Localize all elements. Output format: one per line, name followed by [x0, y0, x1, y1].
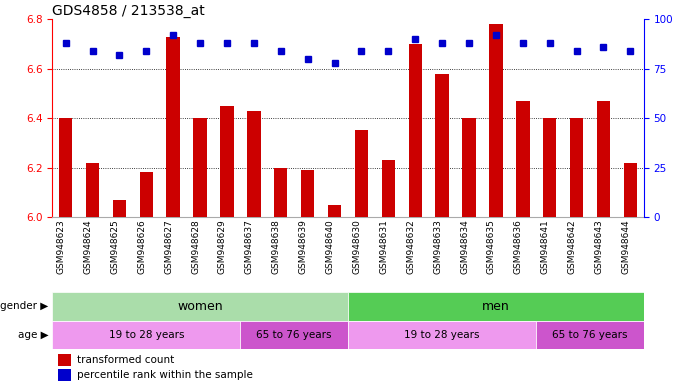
Text: GSM948642: GSM948642: [567, 219, 576, 274]
Bar: [570, 118, 583, 217]
Bar: [240, 321, 348, 349]
Text: GSM948637: GSM948637: [245, 219, 254, 274]
Text: gender ▶: gender ▶: [1, 301, 49, 311]
Text: GSM948640: GSM948640: [326, 219, 335, 274]
Text: GSM948643: GSM948643: [594, 219, 603, 274]
Text: GSM948641: GSM948641: [541, 219, 550, 274]
Text: GSM948627: GSM948627: [164, 219, 173, 274]
Text: GDS4858 / 213538_at: GDS4858 / 213538_at: [52, 4, 205, 18]
Bar: [381, 160, 395, 217]
Text: GSM948644: GSM948644: [622, 219, 631, 274]
Text: GSM948623: GSM948623: [56, 219, 65, 274]
Text: GSM948639: GSM948639: [299, 219, 308, 274]
Bar: [348, 292, 644, 321]
Bar: [409, 44, 422, 217]
Text: GSM948628: GSM948628: [191, 219, 200, 274]
Bar: [113, 200, 126, 217]
Bar: [59, 118, 72, 217]
Bar: [140, 172, 153, 217]
Bar: [436, 74, 449, 217]
Text: GSM948625: GSM948625: [111, 219, 120, 274]
Bar: [516, 101, 530, 217]
Bar: [166, 36, 180, 217]
Text: transformed count: transformed count: [77, 355, 174, 365]
Text: 65 to 76 years: 65 to 76 years: [256, 330, 332, 340]
Text: GSM948636: GSM948636: [514, 219, 523, 274]
Bar: [52, 292, 348, 321]
Text: GSM948633: GSM948633: [433, 219, 442, 274]
Bar: [489, 24, 503, 217]
Text: GSM948632: GSM948632: [406, 219, 416, 274]
Text: 65 to 76 years: 65 to 76 years: [552, 330, 628, 340]
Text: GSM948635: GSM948635: [487, 219, 496, 274]
Text: GSM948626: GSM948626: [137, 219, 146, 274]
Bar: [301, 170, 315, 217]
Text: age ▶: age ▶: [18, 330, 49, 340]
Bar: [220, 106, 234, 217]
Bar: [355, 131, 368, 217]
Text: men: men: [482, 300, 509, 313]
Text: 19 to 28 years: 19 to 28 years: [404, 330, 480, 340]
Text: percentile rank within the sample: percentile rank within the sample: [77, 370, 253, 380]
Bar: [86, 162, 100, 217]
Bar: [348, 321, 536, 349]
Text: GSM948634: GSM948634: [460, 219, 469, 274]
Bar: [624, 162, 637, 217]
Bar: [462, 118, 476, 217]
Text: GSM948630: GSM948630: [352, 219, 361, 274]
Text: 19 to 28 years: 19 to 28 years: [109, 330, 184, 340]
Text: GSM948631: GSM948631: [379, 219, 388, 274]
Text: GSM948624: GSM948624: [84, 219, 93, 274]
Bar: [543, 118, 556, 217]
Bar: [58, 369, 71, 381]
Bar: [52, 321, 240, 349]
Text: GSM948629: GSM948629: [218, 219, 227, 274]
Text: women: women: [177, 300, 223, 313]
Bar: [247, 111, 260, 217]
Bar: [193, 118, 207, 217]
Bar: [328, 205, 341, 217]
Bar: [596, 101, 610, 217]
Bar: [58, 354, 71, 366]
Bar: [274, 167, 287, 217]
Text: GSM948638: GSM948638: [271, 219, 280, 274]
Bar: [536, 321, 644, 349]
